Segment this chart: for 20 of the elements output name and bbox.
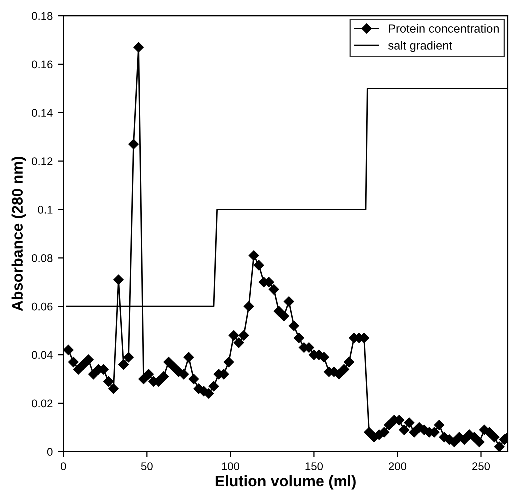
y-tick-label: 0.04 (32, 351, 53, 360)
x-tick-label: 150 (306, 462, 324, 470)
y-tick-label: 0.18 (32, 12, 53, 20)
y-tick-label: 0.1 (38, 206, 53, 214)
y-tick-label: 0.02 (32, 400, 53, 408)
legend-label: salt gradient (388, 41, 452, 52)
y-axis-title: Absorbance (280 nm) (12, 157, 26, 312)
x-tick-label: 100 (222, 462, 240, 470)
x-tick-label: 50 (141, 462, 153, 470)
y-tick-label: 0.12 (32, 158, 53, 166)
y-tick-label: 0.06 (32, 302, 53, 311)
x-tick-label: 0 (60, 462, 66, 470)
legend-label: Protein concentration (389, 24, 499, 33)
y-tick-label: 0.16 (32, 60, 53, 69)
x-axis-title: Elution volume (ml) (216, 475, 356, 490)
x-tick-label: 200 (389, 462, 407, 470)
y-tick-label: 0 (47, 448, 53, 456)
y-tick-label: 0.08 (32, 254, 53, 262)
y-tick-label: 0.14 (32, 109, 53, 118)
x-tick-label: 250 (472, 462, 490, 470)
